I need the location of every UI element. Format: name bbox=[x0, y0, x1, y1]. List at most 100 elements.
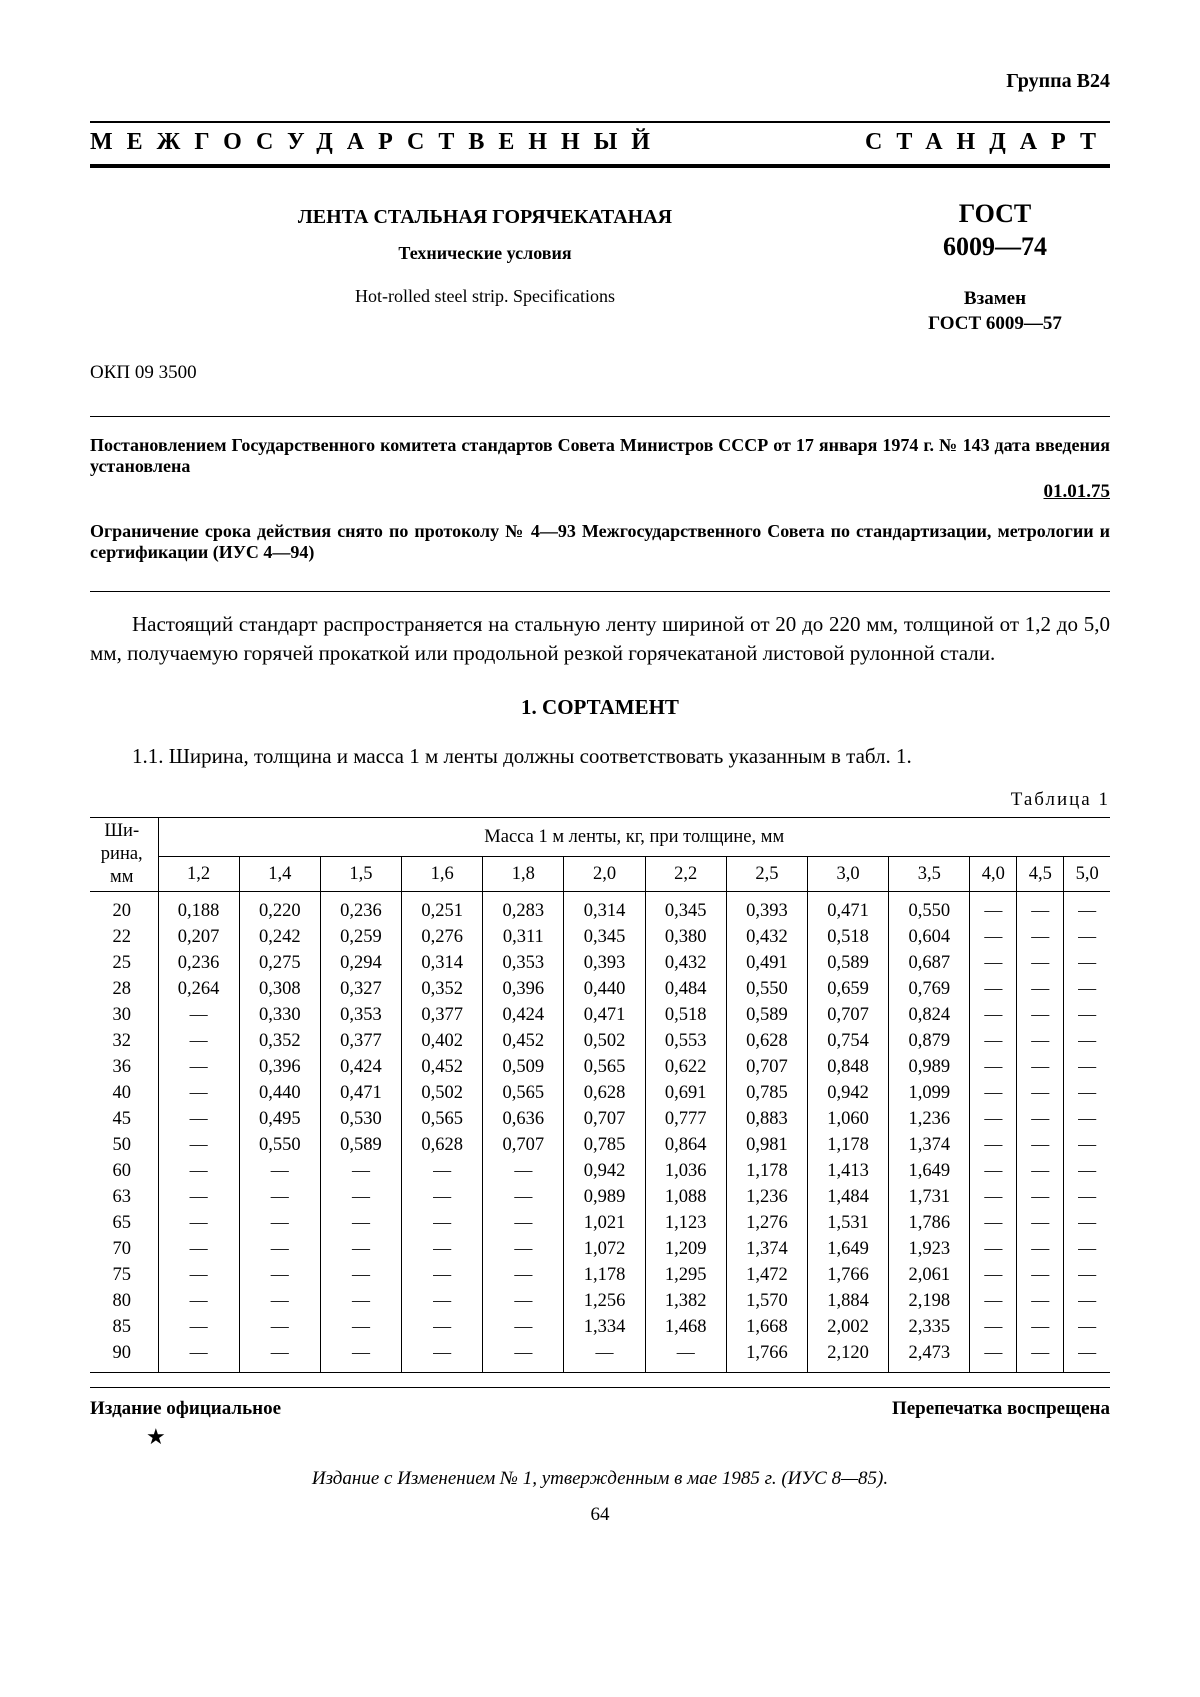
mass-cell: 1,178 bbox=[808, 1132, 889, 1158]
decree-text: Постановлением Государственного комитета… bbox=[90, 435, 1110, 477]
mass-cell: 0,471 bbox=[320, 1080, 401, 1106]
mass-cell: 0,471 bbox=[808, 892, 889, 925]
mass-cell: — bbox=[158, 1210, 239, 1236]
mass-cell: — bbox=[1064, 1262, 1110, 1288]
mass-cell: — bbox=[1064, 1106, 1110, 1132]
mass-cell: 0,188 bbox=[158, 892, 239, 925]
mass-cell: 0,989 bbox=[889, 1054, 970, 1080]
mass-cell: 1,072 bbox=[564, 1236, 645, 1262]
table-row: 65—————1,0211,1231,2761,5311,786——— bbox=[90, 1210, 1110, 1236]
mass-cell: 0,471 bbox=[564, 1002, 645, 1028]
mass-cell: 0,707 bbox=[726, 1054, 807, 1080]
mass-cell: — bbox=[1017, 892, 1064, 925]
mass-cell: 2,120 bbox=[808, 1340, 889, 1373]
mass-cell: 2,061 bbox=[889, 1262, 970, 1288]
mass-cell: — bbox=[158, 1262, 239, 1288]
mass-cell: — bbox=[1017, 1132, 1064, 1158]
mass-cell: — bbox=[1017, 1106, 1064, 1132]
mass-cell: 0,484 bbox=[645, 976, 726, 1002]
mass-cell: 0,330 bbox=[239, 1002, 320, 1028]
mass-cell: 1,256 bbox=[564, 1288, 645, 1314]
mass-cell: 1,766 bbox=[808, 1262, 889, 1288]
mass-cell: — bbox=[320, 1158, 401, 1184]
mass-cell: 0,396 bbox=[483, 976, 564, 1002]
mass-cell: 0,659 bbox=[808, 976, 889, 1002]
row-width: 25 bbox=[90, 950, 158, 976]
mass-cell: 0,276 bbox=[402, 924, 483, 950]
mass-cell: — bbox=[564, 1340, 645, 1373]
mass-cell: 0,432 bbox=[645, 950, 726, 976]
row-width: 75 bbox=[90, 1262, 158, 1288]
mass-cell: — bbox=[970, 950, 1017, 976]
mass-cell: — bbox=[1017, 1184, 1064, 1210]
mass-cell: — bbox=[1017, 1288, 1064, 1314]
footer-right: Перепечатка воспрещена bbox=[892, 1398, 1110, 1420]
limitation-text: Ограничение срока действия снято по прот… bbox=[90, 521, 1110, 563]
mass-cell: 0,294 bbox=[320, 950, 401, 976]
mass-cell: — bbox=[1017, 1210, 1064, 1236]
title-english: Hot-rolled steel strip. Specifications bbox=[90, 286, 880, 307]
row-width: 65 bbox=[90, 1210, 158, 1236]
mass-cell: 0,432 bbox=[726, 924, 807, 950]
mass-cell: — bbox=[1017, 1028, 1064, 1054]
mass-cell: 1,099 bbox=[889, 1080, 970, 1106]
mass-cell: 0,402 bbox=[402, 1028, 483, 1054]
row-width: 36 bbox=[90, 1054, 158, 1080]
row-width: 63 bbox=[90, 1184, 158, 1210]
mass-cell: — bbox=[970, 1158, 1017, 1184]
mass-cell: 1,236 bbox=[726, 1184, 807, 1210]
mass-cell: — bbox=[1017, 1236, 1064, 1262]
gost-value: 6009—74 bbox=[943, 232, 1047, 261]
mass-cell: 0,452 bbox=[483, 1028, 564, 1054]
mass-cell: 1,036 bbox=[645, 1158, 726, 1184]
mass-cell: 0,589 bbox=[726, 1002, 807, 1028]
mass-cell: 1,531 bbox=[808, 1210, 889, 1236]
table-row: 80—————1,2561,3821,5701,8842,198——— bbox=[90, 1288, 1110, 1314]
table-row: 50—0,5500,5890,6280,7070,7850,8640,9811,… bbox=[90, 1132, 1110, 1158]
row-width: 60 bbox=[90, 1158, 158, 1184]
table-row: 220,2070,2420,2590,2760,3110,3450,3800,4… bbox=[90, 924, 1110, 950]
row-width: 80 bbox=[90, 1288, 158, 1314]
mass-cell: — bbox=[239, 1184, 320, 1210]
mass-cell: — bbox=[402, 1262, 483, 1288]
mass-cell: — bbox=[239, 1288, 320, 1314]
mass-cell: — bbox=[158, 1028, 239, 1054]
mass-cell: 0,981 bbox=[726, 1132, 807, 1158]
mass-cell: — bbox=[239, 1262, 320, 1288]
mass-cell: 0,565 bbox=[402, 1106, 483, 1132]
column-header: 1,8 bbox=[483, 857, 564, 892]
mass-cell: — bbox=[1064, 1054, 1110, 1080]
mass-cell: 0,242 bbox=[239, 924, 320, 950]
mass-cell: 0,314 bbox=[402, 950, 483, 976]
mass-cell: — bbox=[970, 1288, 1017, 1314]
group-label: Группа В24 bbox=[90, 70, 1110, 93]
mass-cell: 0,452 bbox=[402, 1054, 483, 1080]
mass-cell: 0,509 bbox=[483, 1054, 564, 1080]
mass-cell: 0,785 bbox=[726, 1080, 807, 1106]
subtitle-russian: Технические условия bbox=[90, 243, 880, 264]
mass-cell: 0,589 bbox=[320, 1132, 401, 1158]
spanning-header: Масса 1 м ленты, кг, при толщине, мм bbox=[158, 818, 1110, 857]
mass-cell: — bbox=[1064, 1210, 1110, 1236]
mass-cell: — bbox=[1017, 1002, 1064, 1028]
mass-cell: — bbox=[158, 1236, 239, 1262]
table-row: 70—————1,0721,2091,3741,6491,923——— bbox=[90, 1236, 1110, 1262]
star-icon: ★ bbox=[90, 1424, 1110, 1450]
mass-cell: 1,766 bbox=[726, 1340, 807, 1373]
mass-cell: 0,707 bbox=[808, 1002, 889, 1028]
footer-row: Издание официальное Перепечатка воспреще… bbox=[90, 1387, 1110, 1420]
clause-1-1: 1.1. Ширина, толщина и масса 1 м ленты д… bbox=[90, 744, 1110, 769]
replaces-value: ГОСТ 6009—57 bbox=[928, 313, 1062, 334]
mass-cell: 0,251 bbox=[402, 892, 483, 925]
mass-cell: 0,396 bbox=[239, 1054, 320, 1080]
mass-cell: 0,989 bbox=[564, 1184, 645, 1210]
column-header: 4,0 bbox=[970, 857, 1017, 892]
mass-cell: 1,276 bbox=[726, 1210, 807, 1236]
mass-cell: 0,345 bbox=[564, 924, 645, 950]
mass-cell: — bbox=[320, 1210, 401, 1236]
row-width: 28 bbox=[90, 976, 158, 1002]
mass-cell: 0,440 bbox=[564, 976, 645, 1002]
mass-cell: 0,283 bbox=[483, 892, 564, 925]
mass-cell: 1,236 bbox=[889, 1106, 970, 1132]
mass-cell: — bbox=[320, 1262, 401, 1288]
